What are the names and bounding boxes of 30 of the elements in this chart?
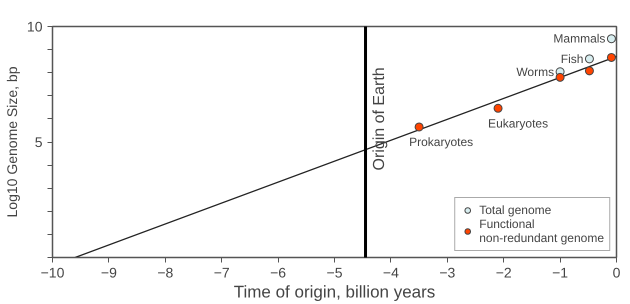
x-axis-title: Time of origin, billion years: [234, 282, 436, 302]
x-tick-label: −9: [100, 264, 118, 280]
point: [584, 54, 594, 64]
y-tick-label: 5: [34, 134, 43, 150]
legend-label: Functional non-redundant genome: [479, 217, 604, 245]
y-tick-label: 10: [26, 18, 43, 34]
annotation: Prokaryotes: [409, 134, 474, 149]
x-tick-label: −10: [40, 264, 65, 280]
x-tick-label: −6: [270, 264, 286, 280]
x-tick-label: −7: [214, 264, 230, 280]
x-tick-label: −4: [382, 264, 400, 280]
ref-line-label: Origin of Earth: [371, 67, 388, 170]
legend-label: Total genome: [479, 203, 552, 217]
x-tick-label: −5: [326, 264, 343, 280]
point: [584, 66, 594, 76]
x-tick-label: 0: [612, 264, 621, 280]
annotation: Fish: [560, 52, 584, 66]
annotation: Mammals: [553, 32, 606, 46]
point: [414, 122, 424, 132]
point: [606, 52, 616, 62]
x-tick-label: −8: [157, 264, 174, 280]
x-tick-label: −2: [496, 264, 512, 280]
x-tick-label: −3: [439, 264, 456, 280]
annotation: Eukaryotes: [488, 116, 548, 130]
annotation: Worms: [516, 64, 554, 79]
point: [606, 34, 616, 44]
y-axis-title: Log10 Genome Size, bp: [4, 66, 20, 218]
x-tick-label: −1: [552, 264, 568, 280]
point: [556, 72, 565, 82]
point: [494, 104, 503, 113]
